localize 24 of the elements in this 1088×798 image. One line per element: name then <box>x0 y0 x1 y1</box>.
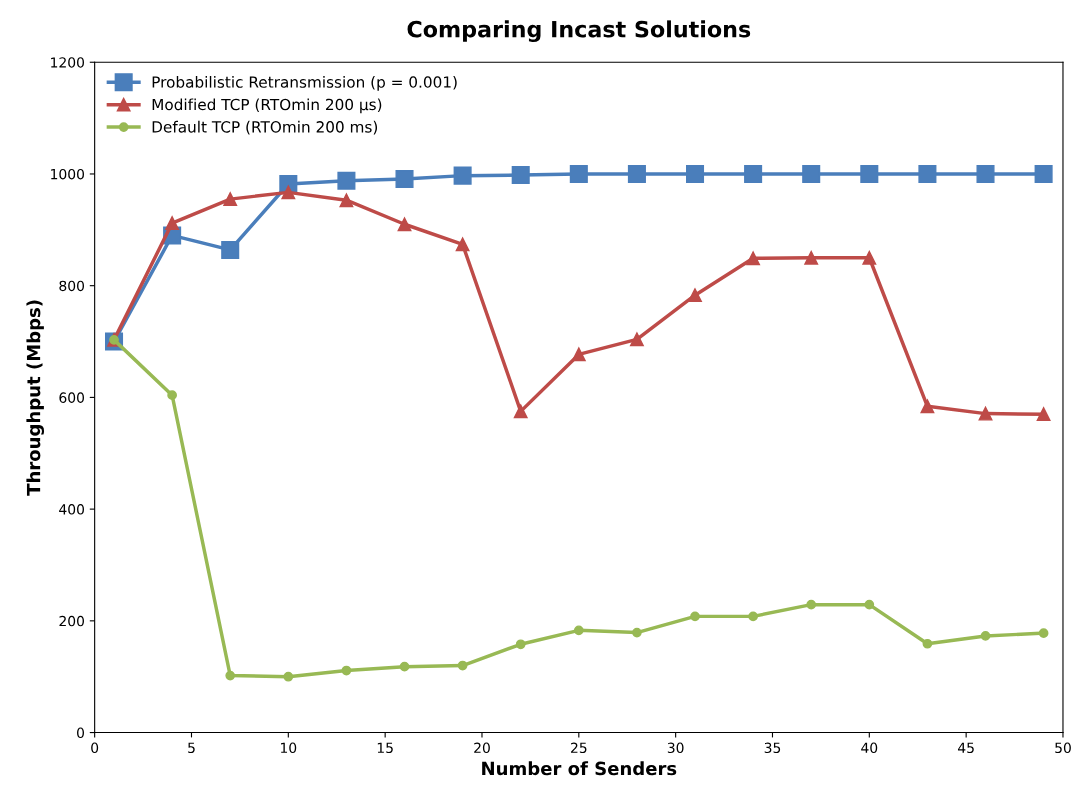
y-tick-label: 800 <box>59 280 85 292</box>
y-tick-label: 600 <box>59 392 85 403</box>
x-tick-label: 0 <box>91 742 99 754</box>
y-tick-label: 0 <box>77 727 85 739</box>
x-tick-label: 40 <box>861 742 878 754</box>
legend-label: Modified TCP (RTOmin 200 µs) <box>152 98 382 114</box>
x-tick-label: 25 <box>571 742 587 754</box>
legend-label: Probabilistic Retransmission (p = 0.001) <box>152 75 457 91</box>
y-tick-label: 1200 <box>51 57 85 68</box>
x-tick-label: 10 <box>281 742 297 754</box>
x-tick-label: 15 <box>377 742 393 754</box>
y-tick-label: 400 <box>59 504 85 515</box>
y-tick-label: 1000 <box>51 168 85 180</box>
chart-title: Comparing Incast Solutions <box>407 20 751 43</box>
x-tick-label: 20 <box>474 742 490 754</box>
y-axis-title: Throughput (Mbps) <box>26 300 45 496</box>
x-tick-label: 5 <box>188 742 195 754</box>
x-tick-label: 50 <box>1055 742 1071 754</box>
x-tick-label: 30 <box>667 742 684 754</box>
x-tick-label: 35 <box>764 742 781 754</box>
legend-label: Default TCP (RTOmin 200 ms) <box>152 120 378 135</box>
y-tick-label: 200 <box>59 615 85 627</box>
x-tick-label: 45 <box>957 742 974 754</box>
x-axis-title: Number of Senders <box>482 761 677 776</box>
